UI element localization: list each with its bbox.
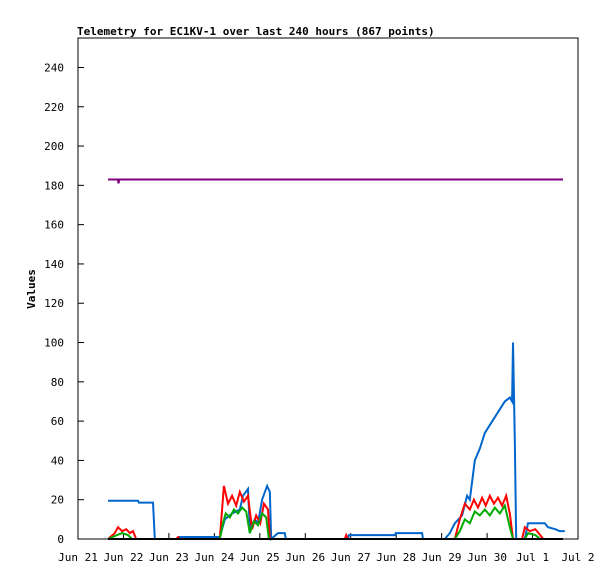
y-tick-label: 220	[44, 101, 64, 114]
series-line	[108, 178, 563, 184]
x-tick-label: Jun 22	[104, 551, 144, 564]
y-tick-label: 240	[44, 61, 64, 74]
y-tick-label: 180	[44, 179, 64, 192]
chart-title: Telemetry for EC1KV-1 over last 240 hour…	[77, 25, 435, 38]
x-tick-label: Jun 24	[194, 551, 234, 564]
x-tick-label: Jun 30	[467, 551, 507, 564]
x-tick-label: Jul 2	[561, 551, 594, 564]
y-tick-label: 60	[51, 415, 64, 428]
series-line	[107, 503, 541, 540]
y-tick-label: 160	[44, 219, 64, 232]
y-tick-label: 80	[51, 376, 64, 389]
x-tick-label: Jun 29	[422, 551, 462, 564]
series-line	[108, 342, 565, 542]
x-tick-label: Jul 1	[516, 551, 549, 564]
y-tick-label: 120	[44, 297, 64, 310]
y-tick-label: 0	[57, 533, 64, 546]
x-tick-label: Jun 26	[285, 551, 325, 564]
y-axis-label: Values	[25, 269, 38, 309]
x-tick-label: Jun 27	[331, 551, 371, 564]
series-line	[107, 485, 544, 540]
plot-frame	[77, 37, 579, 540]
y-tick-label: 20	[51, 494, 64, 507]
x-tick-label: Jun 28	[376, 551, 416, 564]
y-tick-label: 200	[44, 140, 64, 153]
y-tick-label: 40	[51, 454, 64, 467]
x-tick-label: Jun 21	[58, 551, 98, 564]
y-tick-label: 100	[44, 337, 64, 350]
y-tick-label: 140	[44, 258, 64, 271]
x-tick-label: Jun 23	[149, 551, 189, 564]
x-tick-label: Jun 25	[240, 551, 280, 564]
